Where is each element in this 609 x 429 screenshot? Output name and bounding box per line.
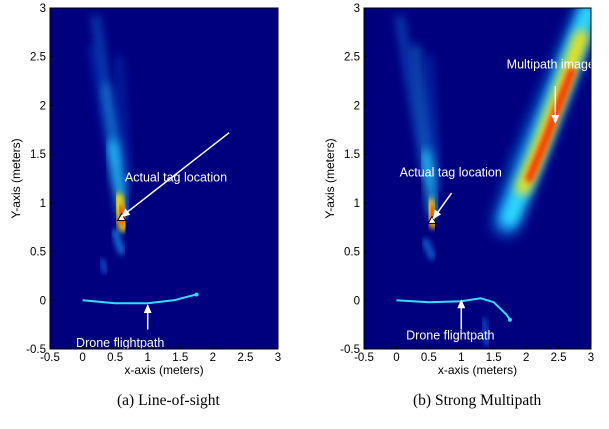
x-tick-label: 2 [210, 352, 216, 364]
panel-line-of-sight: Actual tag location Drone flightpath -0.5 0… [9, 3, 281, 377]
heatmap-intensity [90, 15, 131, 275]
x-tick-label: 1.5 [486, 352, 502, 364]
annotation-label: Actual tag location [400, 166, 502, 180]
x-tick-label: 1.5 [172, 352, 188, 364]
heat-blob [99, 258, 109, 275]
caption-line-of-sight: (a) Line-of-sight [117, 392, 220, 409]
y-tick-label: 2 [354, 100, 360, 112]
heat-blob [116, 54, 131, 196]
flightpath-end-point [194, 292, 199, 297]
x-tick-label: 2.5 [551, 352, 567, 364]
y-tick-label: 0.5 [344, 247, 360, 259]
annotation-label: Drone flightpath [406, 328, 494, 342]
heat-blob [111, 228, 126, 256]
x-tick-label: 0 [79, 352, 85, 364]
x-tick-label: 3 [275, 352, 281, 364]
annotation-label: Drone flightpath [76, 336, 164, 350]
x-tick-label: 1 [145, 352, 151, 364]
y-tick-label: 0 [354, 295, 360, 307]
y-tick-label: 1.5 [344, 149, 360, 161]
annotation-label: Multipath image [507, 57, 595, 71]
x-tick-label: 1 [458, 352, 464, 364]
x-tick-label: 3 [588, 352, 594, 364]
axes-frame [363, 7, 592, 350]
y-tick-label: -0.5 [26, 344, 46, 356]
flightpath-end-point [507, 317, 512, 322]
tag-location-marker [427, 215, 437, 224]
heat-blob [397, 15, 429, 177]
annotation-label: Actual tag location [125, 170, 227, 184]
y-tick-label: 1.5 [30, 149, 46, 161]
panel-strong-multipath: Actual tag location Multipath image Drone … [323, 3, 595, 377]
y-axis-label: Y-axis (meters) [323, 138, 337, 218]
heat-blob [422, 238, 436, 260]
annotation-arrow [120, 132, 230, 218]
y-tick-label: 0 [40, 295, 46, 307]
heatmap-background [364, 8, 591, 349]
x-tick-label: 0.5 [421, 352, 437, 364]
drone-flightpath-line [396, 297, 511, 321]
y-tick-label: 3 [40, 3, 46, 15]
x-axis-label: x-axis (meters) [124, 363, 203, 377]
x-tick-label: 2.5 [237, 352, 253, 364]
y-tick-label: 3 [354, 3, 360, 15]
x-tick-label: -0.5 [354, 352, 374, 364]
y-tick-label: 2 [40, 100, 46, 112]
y-axis-label: Y-axis (meters) [9, 138, 23, 218]
heat-blob [426, 54, 441, 196]
x-tick-label: 0.5 [107, 352, 123, 364]
y-tick-label: 1 [40, 198, 46, 210]
heatmap-background [50, 8, 278, 349]
annotation-arrow [432, 192, 453, 220]
heat-blob [481, 317, 490, 347]
y-tick-label: 2.5 [30, 52, 46, 64]
y-tick-label: 1 [354, 198, 360, 210]
axes-frame [49, 7, 279, 350]
y-tick-label: 2.5 [344, 52, 360, 64]
caption-strong-multipath: (b) Strong Multipath [413, 392, 542, 409]
y-tick-label: 0.5 [30, 247, 46, 259]
x-axis-label: x-axis (meters) [438, 363, 517, 377]
drone-flightpath-line [82, 293, 197, 305]
x-tick-label: -0.5 [40, 352, 60, 364]
x-tick-label: 2 [523, 352, 529, 364]
y-tick-label: -0.5 [340, 344, 360, 356]
heat-blob [525, 67, 576, 183]
x-tick-label: 0 [393, 352, 399, 364]
